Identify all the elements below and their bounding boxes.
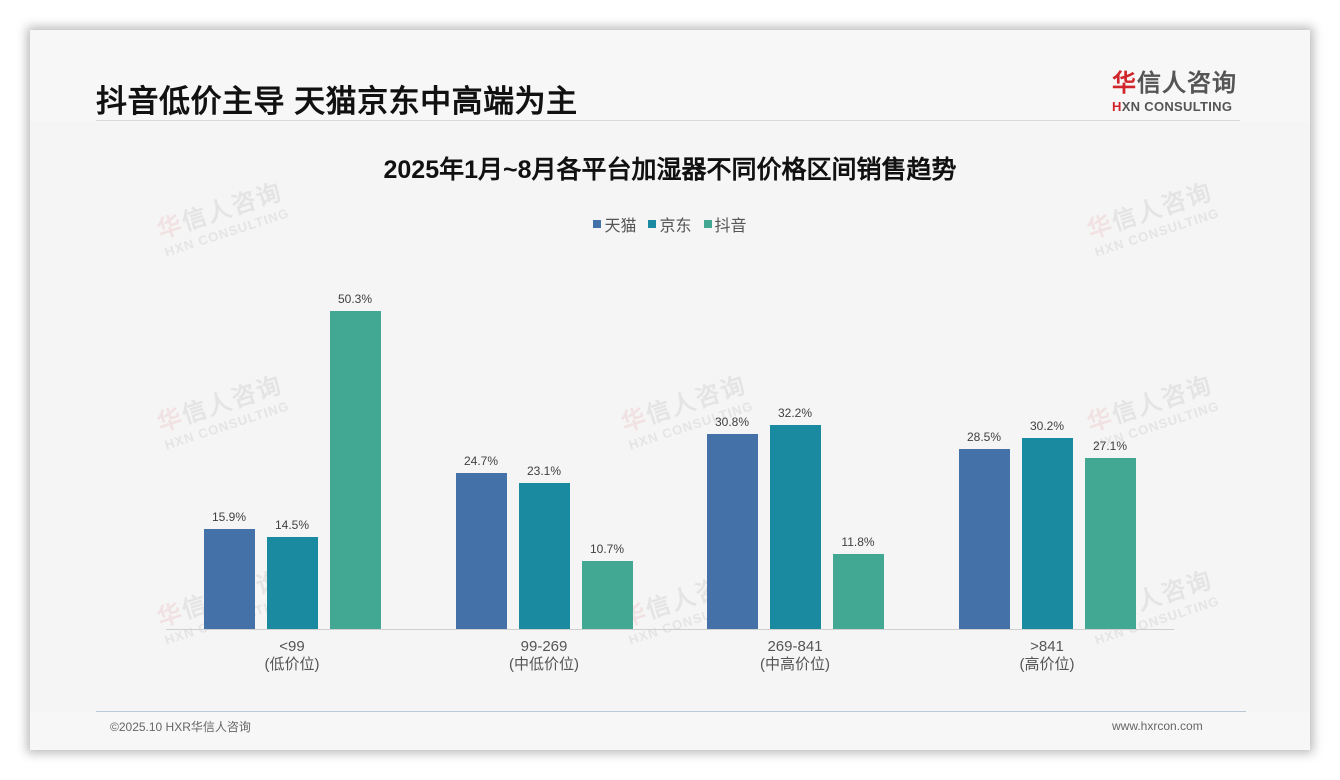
footer-divider [96, 711, 1246, 712]
footer-copyright: ©2025.10 HXR华信人咨询 [110, 720, 251, 734]
header-divider [96, 120, 1240, 121]
bar [832, 554, 884, 629]
legend-label: 抖音 [714, 218, 747, 235]
data-label: 28.5% [966, 429, 1002, 444]
logo-chinese: 华信人咨询 [1112, 63, 1242, 98]
data-label: 30.8% [714, 415, 750, 430]
category-range: 99-269 [520, 638, 568, 655]
category-range: <99 [279, 638, 305, 655]
bar [455, 472, 507, 629]
bar [1084, 457, 1136, 629]
legend-item: 京东 [648, 212, 692, 236]
logo-en-mark: H [1112, 99, 1122, 114]
category-range: >841 [1030, 638, 1064, 655]
footer-website: www.hxrcon.com [1112, 719, 1203, 733]
bar [581, 561, 633, 629]
bar [706, 434, 758, 629]
category-tier: (低价位) [264, 656, 320, 673]
footer-band [30, 712, 1310, 750]
legend-swatch [703, 220, 712, 228]
header-band [30, 30, 1310, 122]
logo-english: HXN CONSULTING [1112, 99, 1242, 114]
logo-en-text: XN CONSULTING [1121, 99, 1233, 114]
x-axis-category-label: 269-841 (中高价位) [705, 638, 885, 674]
data-label: 30.2% [1029, 419, 1065, 434]
bar [329, 311, 381, 629]
slide: 抖音低价主导 天猫京东中高端为主 华信人咨询 HXN CONSULTING 华信… [30, 30, 1310, 750]
bar [518, 483, 570, 629]
bar [958, 448, 1010, 629]
data-label: 10.7% [589, 542, 625, 557]
data-label: 23.1% [526, 464, 562, 478]
bar [203, 528, 255, 629]
legend-swatch [593, 220, 602, 228]
category-tier: (高价位) [1019, 656, 1075, 673]
data-label: 27.1% [1092, 438, 1128, 453]
bar [266, 537, 318, 629]
x-axis-line [166, 629, 1174, 630]
logo-text: 信人咨询 [1137, 70, 1237, 97]
category-tier: (中低价位) [509, 656, 579, 673]
company-logo: 华信人咨询 HXN CONSULTING [1112, 63, 1242, 114]
logo-mark: 华 [1112, 70, 1137, 97]
data-label: 15.9% [211, 509, 247, 524]
category-range: 269-841 [767, 638, 823, 655]
data-label: 24.7% [463, 453, 499, 468]
legend-swatch [648, 220, 657, 228]
legend-label: 天猫 [604, 218, 637, 235]
legend-item: 天猫 [593, 212, 636, 236]
chart-title: 2025年1月~8月各平台加湿器不同价格区间销售趋势 [383, 156, 957, 184]
category-tier: (中高价位) [760, 656, 830, 673]
legend-label: 京东 [659, 218, 692, 235]
bar [1021, 438, 1073, 629]
x-axis-category-label: >841 (高价位) [957, 638, 1137, 674]
page-title: 抖音低价主导 天猫京东中高端为主 [96, 84, 578, 119]
data-label: 14.5% [274, 518, 310, 533]
chart-legend: 天猫 京东 抖音 [30, 212, 1310, 236]
x-axis-category-label: <99 (低价位) [202, 638, 382, 674]
legend-item: 抖音 [703, 212, 747, 236]
x-axis-category-label: 99-269 (中低价位) [454, 638, 634, 674]
bar [769, 425, 821, 629]
data-label: 50.3% [337, 292, 373, 307]
data-label: 11.8% [841, 535, 875, 550]
data-label: 32.2% [777, 406, 813, 421]
bar-chart-plot: 15.9% 14.5% 50.3% <99 (低价位) 24.7% 23.1% 10.7% 99… [30, 30, 1310, 750]
